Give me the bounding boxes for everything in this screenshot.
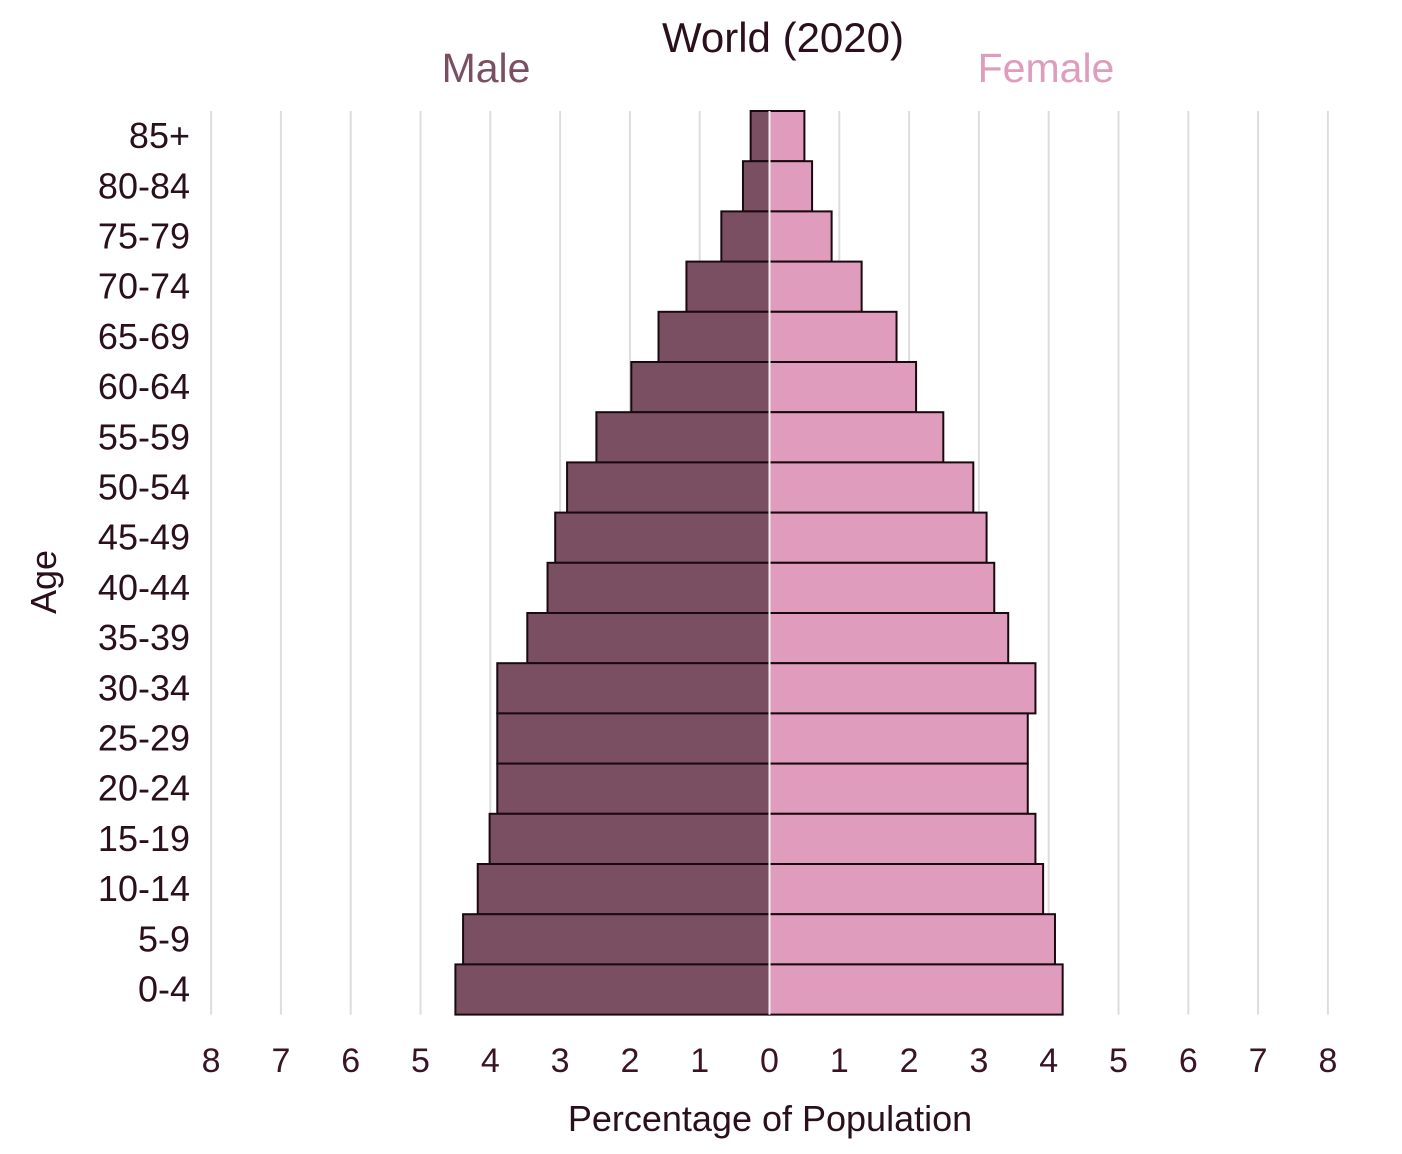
- bar-male-60-64: [630, 361, 771, 414]
- age-label: 15-19: [98, 818, 190, 859]
- age-label: 55-59: [98, 416, 190, 457]
- age-label: 5-9: [138, 918, 190, 959]
- x-tick-label: 2: [900, 1042, 919, 1080]
- x-tick-label: 5: [411, 1042, 430, 1080]
- x-tick-label: 1: [690, 1042, 709, 1080]
- x-tick-label: 5: [1109, 1042, 1128, 1080]
- x-tick-label: 4: [1039, 1042, 1058, 1080]
- age-label: 75-79: [98, 216, 190, 257]
- age-label: 60-64: [98, 366, 190, 407]
- age-tick-labels: 85+ 80-84 75-79 70-74 65-69 60-64 55-59 50-54 45…: [98, 115, 190, 1009]
- bar-female-70-74: [768, 260, 863, 313]
- y-axis-title: Age: [23, 550, 64, 614]
- female-series-label: Female: [978, 45, 1115, 91]
- bar-male-45-49: [554, 511, 771, 564]
- labels: World (2020) Male Female Age Percentage …: [23, 14, 1114, 1139]
- age-label: 70-74: [98, 266, 190, 307]
- bar-male-70-74: [685, 260, 771, 313]
- bar-female-85+: [768, 110, 806, 163]
- bar-female-45-49: [768, 511, 988, 564]
- age-label: 20-24: [98, 768, 190, 809]
- bar-female-35-39: [768, 612, 1010, 665]
- bar-male-0-4: [454, 963, 771, 1016]
- x-tick-labels: 8 7 6 5 4 3 2 1 0 1 2 3 4 5 6 7 8: [202, 1042, 1338, 1080]
- bar-male-15-19: [488, 812, 771, 865]
- x-tick-label: 2: [620, 1042, 639, 1080]
- age-label: 45-49: [98, 517, 190, 558]
- bar-female-75-79: [768, 210, 833, 263]
- bar-male-40-44: [546, 561, 771, 614]
- age-label: 10-14: [98, 868, 190, 909]
- age-label: 65-69: [98, 316, 190, 357]
- bar-female-30-34: [768, 662, 1037, 715]
- bar-male-10-14: [476, 863, 771, 916]
- bar-female-40-44: [768, 561, 996, 614]
- chart-title: World (2020): [662, 14, 904, 61]
- x-tick-label: 6: [341, 1042, 360, 1080]
- x-tick-label: 8: [1318, 1042, 1337, 1080]
- bar-male-35-39: [526, 612, 771, 665]
- age-label: 50-54: [98, 467, 190, 508]
- male-series-label: Male: [442, 45, 531, 91]
- bar-female-65-69: [768, 310, 898, 363]
- bars: [454, 110, 1064, 1016]
- bar-female-20-24: [768, 762, 1029, 815]
- bar-male-55-59: [595, 411, 771, 464]
- age-label: 25-29: [98, 718, 190, 759]
- bar-female-5-9: [768, 913, 1056, 966]
- age-label: 0-4: [138, 969, 190, 1010]
- bar-female-80-84: [768, 160, 814, 213]
- x-tick-label: 1: [830, 1042, 849, 1080]
- bar-male-25-29: [496, 712, 771, 765]
- age-label: 80-84: [98, 165, 190, 206]
- bar-female-55-59: [768, 411, 945, 464]
- bar-male-75-79: [720, 210, 771, 263]
- age-label: 30-34: [98, 667, 190, 708]
- bar-female-0-4: [768, 963, 1064, 1016]
- bar-female-60-64: [768, 361, 918, 414]
- x-tick-label: 3: [551, 1042, 570, 1080]
- x-tick-label: 7: [271, 1042, 290, 1080]
- bar-female-15-19: [768, 812, 1037, 865]
- bar-male-85+: [749, 110, 771, 163]
- x-tick-label: 8: [202, 1042, 221, 1080]
- bar-female-10-14: [768, 863, 1045, 916]
- age-label: 35-39: [98, 617, 190, 658]
- x-tick-label: 3: [969, 1042, 988, 1080]
- x-axis-title: Percentage of Population: [568, 1098, 972, 1139]
- bar-male-30-34: [496, 662, 771, 715]
- x-tick-label: 6: [1179, 1042, 1198, 1080]
- bar-male-50-54: [566, 461, 771, 514]
- bar-male-65-69: [657, 310, 771, 363]
- bar-female-25-29: [768, 712, 1029, 765]
- bar-male-80-84: [741, 160, 771, 213]
- x-tick-label: 4: [481, 1042, 500, 1080]
- x-tick-label: 7: [1249, 1042, 1268, 1080]
- age-label: 40-44: [98, 567, 190, 608]
- bar-female-50-54: [768, 461, 975, 514]
- bar-male-20-24: [496, 762, 771, 815]
- x-tick-label: 0: [760, 1042, 779, 1080]
- bar-male-5-9: [462, 913, 771, 966]
- age-label: 85+: [129, 115, 190, 156]
